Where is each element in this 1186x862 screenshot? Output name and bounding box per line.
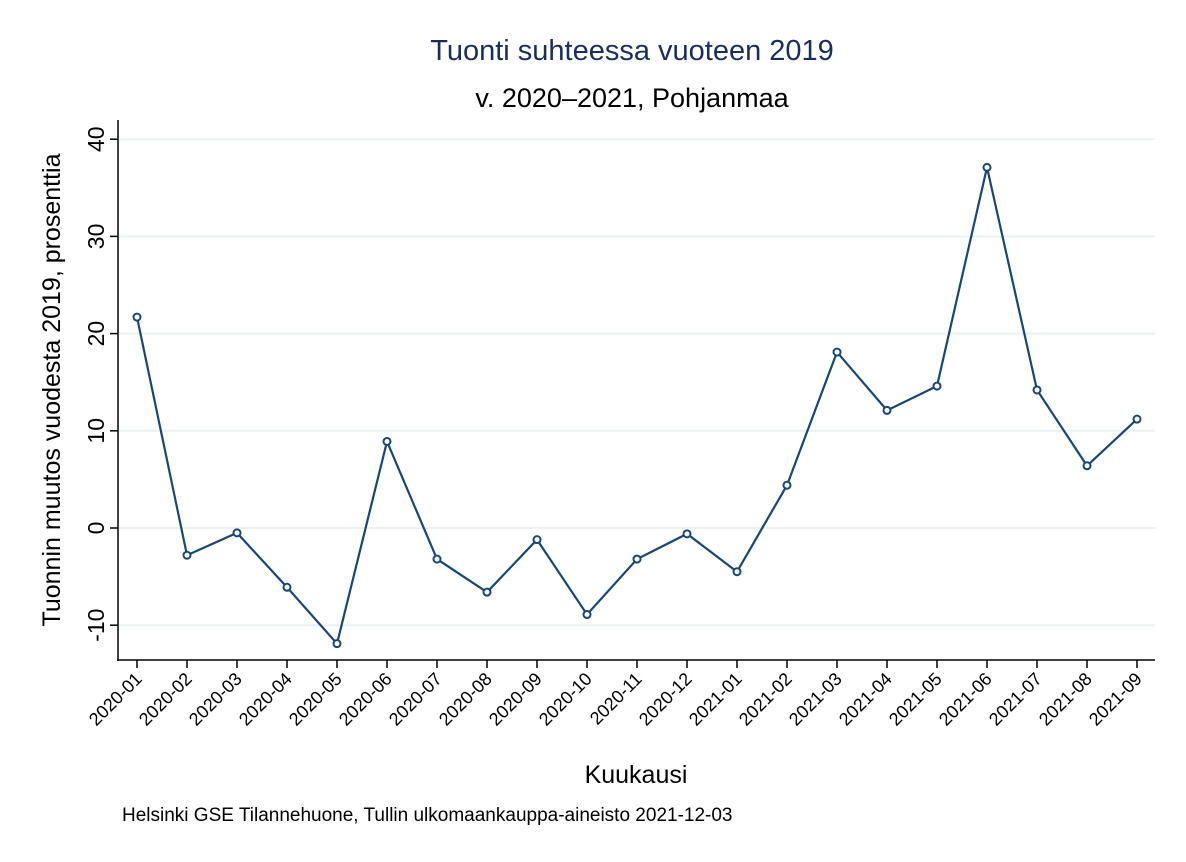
y-tick-label: 30 [83,224,109,250]
data-point [482,587,492,597]
data-point [782,480,792,490]
data-point [382,436,392,446]
x-tick-label: 2020-05 [285,669,346,730]
x-tick-label: 2020-04 [235,669,296,730]
data-point [582,610,592,620]
x-tick-label: 2020-02 [135,669,196,730]
x-tick-label: 2021-08 [1035,669,1096,730]
x-tick-label: 2020-12 [635,669,696,730]
chart-subtitle: v. 2020–2021, Pohjanmaa [475,83,789,113]
data-point [932,381,942,391]
x-tick-label: 2021-04 [835,669,896,730]
x-tick-label: 2021-05 [885,669,946,730]
x-tick-label: 2020-03 [185,669,246,730]
x-tick-label: 2021-07 [985,669,1046,730]
y-tick-label: 10 [83,418,109,444]
data-point [132,312,142,322]
y-axis-label: Tuonnin muutos vuodesta 2019, prosenttia [38,153,66,626]
x-tick-label: 2020-11 [586,669,646,729]
x-tick-label: 2020-09 [485,669,546,730]
data-point [1082,461,1092,471]
data-point [282,582,292,592]
series-line [135,167,1138,646]
data-point [882,405,892,415]
x-tick-label: 2021-01 [685,669,746,730]
data-point [532,535,542,545]
y-tick-label: 0 [83,522,109,535]
data-point [732,567,742,577]
y-tick-label: 20 [83,321,109,347]
y-tick-label: 40 [83,126,109,152]
x-tick-label: 2020-10 [535,669,596,730]
x-tick-label: 2020-08 [435,669,496,730]
data-point [632,554,642,564]
x-tick-label: 2021-09 [1085,669,1146,730]
x-tick-label: 2021-03 [785,669,846,730]
data-point [682,529,692,539]
data-point [232,528,242,538]
chart-title: Tuonti suhteessa vuoteen 2019 [430,35,834,67]
x-tick-label: 2021-06 [935,669,996,730]
x-tick-label: 2020-07 [385,669,446,730]
data-point [182,550,192,560]
x-axis-label: Kuukausi [585,761,688,789]
x-tick-label: 2020-06 [335,669,396,730]
y-tick-label: -10 [83,609,109,642]
data-point [982,162,992,172]
data-point [1132,414,1142,424]
source-note: Helsinki GSE Tilannehuone, Tullin ulkoma… [122,805,733,826]
x-tick-label: 2021-02 [735,669,796,730]
data-point [332,639,342,649]
x-tick-label: 2020-01 [85,669,146,730]
data-point [1032,385,1042,395]
data-point [832,347,842,357]
data-point [432,554,442,564]
